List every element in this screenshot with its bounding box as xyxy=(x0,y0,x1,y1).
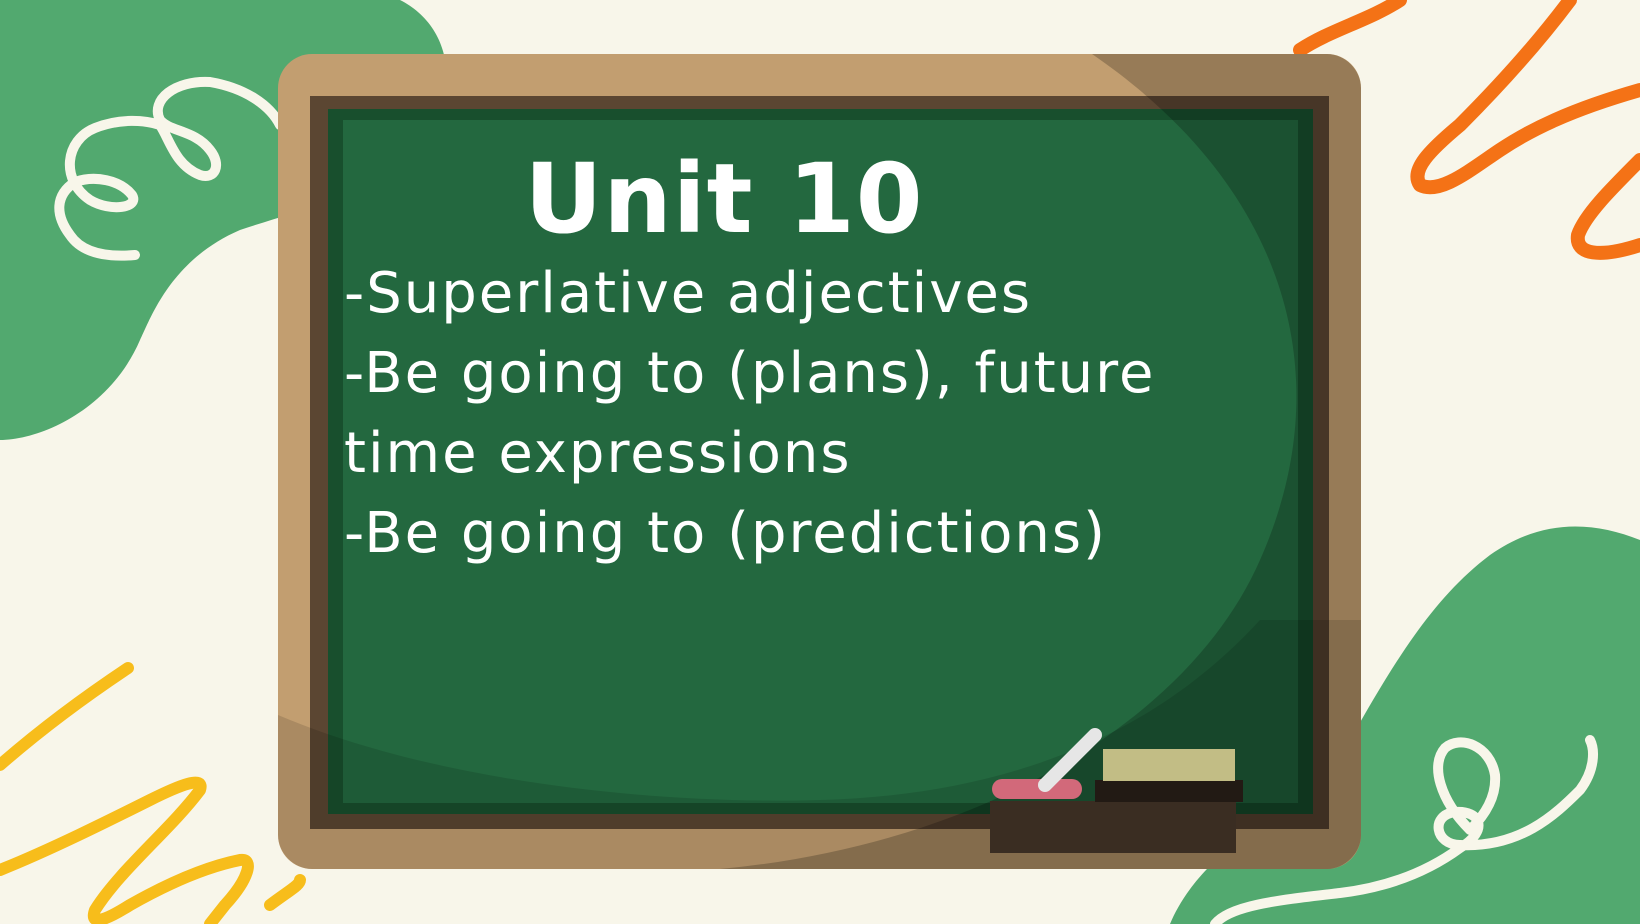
yellow-scribble-bottom-left xyxy=(0,662,306,924)
orange-scribble-top-right xyxy=(1293,0,1640,260)
topic-line-1: -Superlative adjectives xyxy=(344,261,1033,326)
white-scribble-bottom-right xyxy=(1210,735,1598,924)
chalk-white xyxy=(1038,728,1102,792)
eraser-base xyxy=(990,801,1236,853)
board-content: Unit 10 -Superlative adjectives -Be goin… xyxy=(344,140,1224,574)
eraser-top-shadow xyxy=(1095,780,1243,802)
topic-line-4: -Be going to (predictions) xyxy=(344,501,1107,566)
blackboard xyxy=(278,54,1361,869)
topic-line-2: -Be going to (plans), future xyxy=(344,341,1156,406)
chalk-pink xyxy=(992,779,1082,799)
white-scribble-top-left xyxy=(54,76,285,261)
topic-list: -Superlative adjectives -Be going to (pl… xyxy=(344,254,1224,574)
board-shadow-overlay xyxy=(720,54,1361,869)
eraser-felt xyxy=(1103,749,1235,781)
topic-line-3: time expressions xyxy=(344,421,852,486)
blackboard-surface xyxy=(343,120,1298,803)
slide-title: Unit 10 xyxy=(524,143,924,255)
